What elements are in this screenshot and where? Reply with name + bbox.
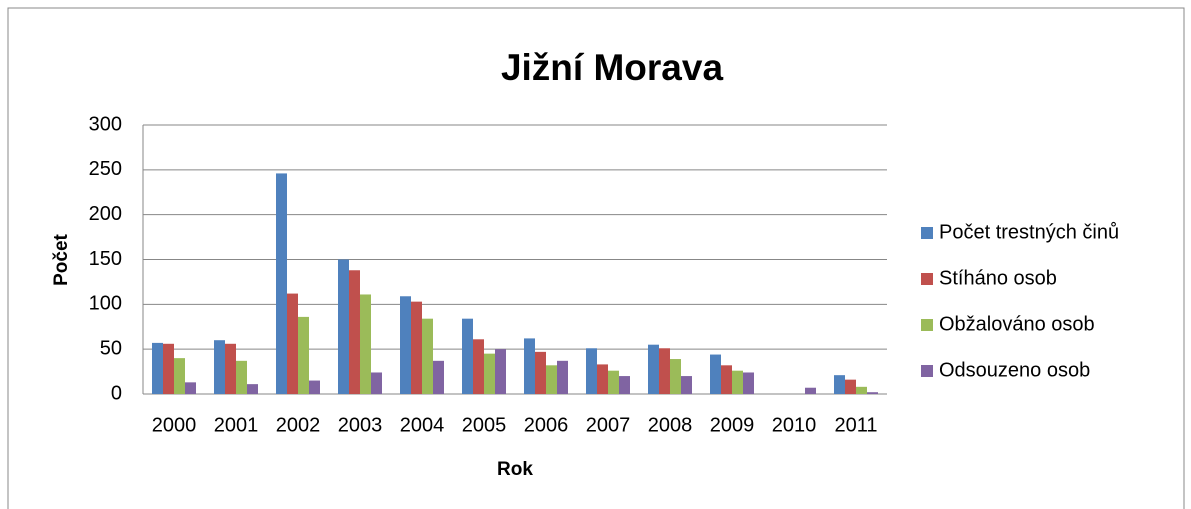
- x-tick-label: 2009: [710, 414, 755, 436]
- x-tick-label: 2000: [152, 414, 197, 436]
- bar: [236, 360, 247, 394]
- bar: [462, 318, 473, 394]
- bar: [710, 354, 721, 394]
- bar: [360, 294, 371, 394]
- chart-title: Jižní Morava: [501, 47, 723, 88]
- bar: [309, 380, 320, 394]
- bar: [535, 351, 546, 394]
- bar: [732, 370, 743, 394]
- bar: [557, 360, 568, 394]
- y-tick-label: 300: [89, 113, 122, 135]
- bar: [473, 339, 484, 394]
- legend-swatch: [921, 319, 933, 331]
- x-axis-label: Rok: [497, 459, 533, 480]
- y-tick-label: 200: [89, 203, 122, 225]
- y-axis-label: Počet: [51, 233, 72, 285]
- bar: [681, 376, 692, 394]
- bar: [287, 293, 298, 394]
- bar: [619, 376, 630, 394]
- bar: [586, 348, 597, 394]
- bar: [174, 358, 185, 394]
- y-tick-label: 0: [111, 382, 122, 404]
- bar: [411, 301, 422, 394]
- y-tick-label: 100: [89, 293, 122, 315]
- bar: [845, 379, 856, 394]
- bar: [484, 353, 495, 394]
- bar: [163, 343, 174, 394]
- legend-swatch: [921, 273, 933, 285]
- bar: [371, 372, 382, 394]
- bar: [524, 338, 535, 394]
- bar: [659, 348, 670, 394]
- bar: [834, 375, 845, 394]
- y-tick-label: 50: [100, 337, 122, 359]
- x-tick-label: 2005: [462, 414, 507, 436]
- x-tick-label: 2007: [586, 414, 631, 436]
- bar: [152, 342, 163, 394]
- bar: [298, 316, 309, 394]
- bar: [495, 349, 506, 394]
- legend-label: Obžalováno osob: [939, 313, 1095, 335]
- y-tick-label: 150: [89, 248, 122, 270]
- bar: [422, 318, 433, 394]
- legend-swatch: [921, 227, 933, 239]
- legend-label: Odsouzeno osob: [939, 359, 1090, 381]
- x-tick-label: 2006: [524, 414, 569, 436]
- bar: [546, 365, 557, 394]
- chart-frame: [7, 7, 1185, 509]
- legend-label: Počet trestných činů: [939, 221, 1119, 243]
- bar: [597, 364, 608, 394]
- bar: [805, 387, 816, 394]
- bar: [670, 359, 681, 394]
- bar: [185, 382, 196, 394]
- x-tick-label: 2001: [214, 414, 259, 436]
- bar: [400, 296, 411, 394]
- x-tick-label: 2002: [276, 414, 321, 436]
- bar: [743, 372, 754, 394]
- legend-label: Stíháno osob: [939, 267, 1057, 289]
- bar: [276, 173, 287, 394]
- bar: [608, 370, 619, 394]
- y-tick-label: 250: [89, 158, 122, 180]
- x-tick-label: 2010: [772, 414, 817, 436]
- x-tick-label: 2004: [400, 414, 445, 436]
- bar: [349, 270, 360, 394]
- bar: [338, 259, 349, 394]
- bar: [856, 386, 867, 394]
- bar: [867, 392, 878, 394]
- bar: [214, 340, 225, 394]
- legend-swatch: [921, 365, 933, 377]
- bar: [225, 343, 236, 394]
- bar: [648, 344, 659, 394]
- bar: [721, 365, 732, 394]
- x-tick-label: 2003: [338, 414, 383, 436]
- bar: [433, 360, 444, 394]
- bar: [247, 384, 258, 394]
- x-tick-label: 2008: [648, 414, 693, 436]
- x-tick-label: 2011: [834, 414, 877, 436]
